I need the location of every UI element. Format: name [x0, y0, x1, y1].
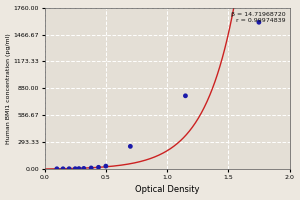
Point	[256, 21, 261, 24]
Point	[81, 167, 86, 170]
Point	[55, 167, 59, 170]
X-axis label: Optical Density: Optical Density	[135, 185, 199, 194]
Point	[67, 167, 71, 170]
Text: β = 14.71968720
r = 0.99974839: β = 14.71968720 r = 0.99974839	[231, 12, 285, 23]
Point	[76, 167, 81, 170]
Point	[96, 166, 101, 169]
Point	[183, 94, 188, 97]
Y-axis label: Human BMI1 concentration (pg/ml): Human BMI1 concentration (pg/ml)	[6, 33, 10, 144]
Point	[89, 166, 94, 170]
Point	[128, 145, 133, 148]
Point	[61, 167, 65, 170]
Point	[73, 167, 78, 170]
Point	[103, 165, 108, 168]
